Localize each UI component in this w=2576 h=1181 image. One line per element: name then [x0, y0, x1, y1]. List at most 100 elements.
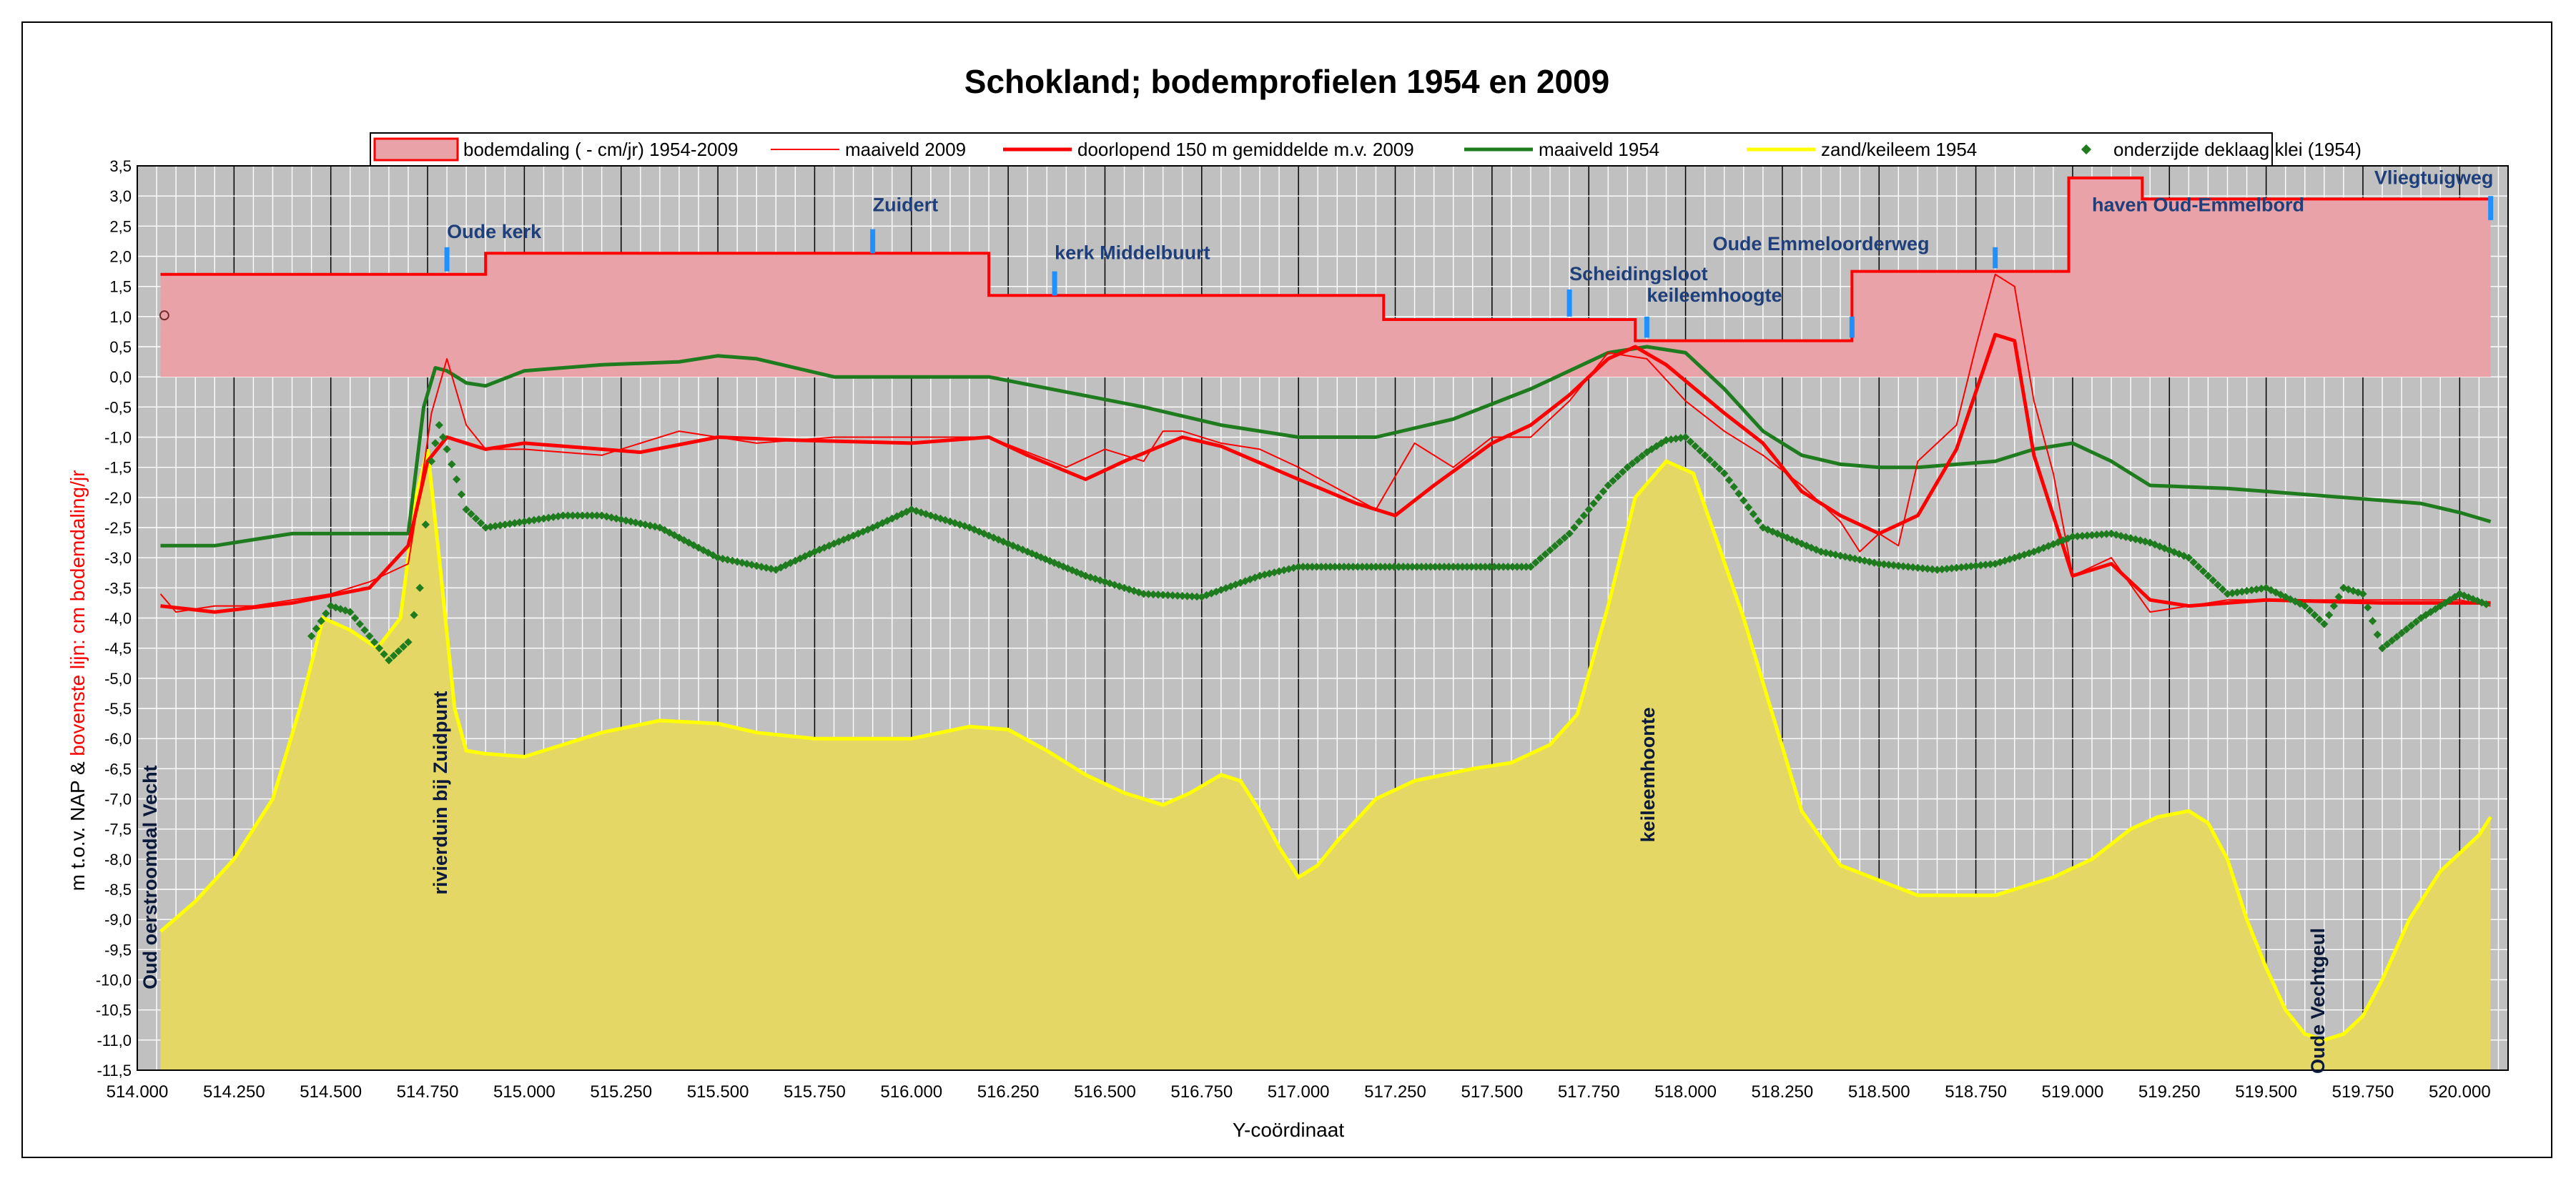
- klei-dot: [1326, 563, 1335, 571]
- vertical-label: keileemhoonte: [1637, 707, 1659, 842]
- x-tick-label: 517.250: [1364, 1082, 1426, 1102]
- klei-dot: [1294, 563, 1303, 571]
- klei-dot: [2383, 640, 2392, 649]
- y-tick-label: -10,0: [96, 972, 132, 989]
- annotation-label: haven Oud-Emmelbord: [2092, 194, 2304, 215]
- klei-dot: [2093, 530, 2101, 539]
- klei-dot: [1885, 560, 1893, 569]
- klei-dot: [1188, 592, 1196, 601]
- klei-dot: [1957, 563, 1965, 572]
- klei-dot: [1394, 563, 1403, 571]
- klei-dot: [2368, 617, 2377, 626]
- klei-dot: [530, 515, 538, 525]
- klei-dot: [491, 522, 500, 530]
- annotation-label: Scheidingsloot: [1569, 263, 1708, 285]
- x-axis-label: Y-coördinaat: [1233, 1119, 1344, 1141]
- klei-dot: [1353, 563, 1362, 571]
- klei-dot: [1163, 590, 1173, 600]
- klei-dot: [421, 520, 430, 529]
- klei-dot: [1463, 563, 1471, 571]
- klei-dot: [593, 511, 601, 520]
- klei-dot: [1677, 433, 1685, 443]
- klei-dot: [1928, 565, 1937, 573]
- klei-dot: [355, 620, 364, 628]
- klei-dot: [1691, 442, 1699, 450]
- x-tick-label: 515.250: [590, 1082, 652, 1102]
- klei-dot: [588, 511, 596, 520]
- klei-dot: [2257, 584, 2266, 593]
- x-tick-label: 518.250: [1752, 1082, 1814, 1102]
- klei-dot: [2088, 530, 2096, 540]
- klei-dot: [467, 510, 475, 518]
- klei-dot: [2209, 576, 2217, 585]
- klei-dot: [1594, 493, 1603, 502]
- klei-dot: [1321, 563, 1331, 571]
- y-axis-label-part-2: bovenste lijn: cm bodemdaling/jr: [66, 470, 89, 756]
- klei-dot: [1734, 489, 1743, 498]
- klei-dot: [1408, 563, 1417, 571]
- axes: 3,5 3,0 2,5 2,0 1,5 1,0 0,5 0,0 -0,5 -1,0 -1,5 -2,0…: [96, 157, 2509, 1102]
- legend-swatch: [373, 137, 459, 162]
- y-tick-label: -11,0: [97, 1032, 132, 1049]
- klei-dot: [415, 583, 424, 592]
- klei-dot: [1312, 563, 1321, 571]
- klei-dot: [1494, 563, 1504, 571]
- klei-dot: [1715, 465, 1724, 473]
- series-gemiddelde-2009: [160, 332, 2491, 614]
- y-tick-label: -4,5: [104, 640, 132, 658]
- x-tick-label: 516.500: [1074, 1082, 1136, 1102]
- klei-dot: [1729, 483, 1738, 491]
- klei-dot: [1894, 561, 1903, 570]
- klei-dot: [1449, 563, 1458, 571]
- y-tick-label: -9,5: [104, 941, 132, 959]
- klei-dot: [1371, 563, 1381, 571]
- x-tick-label: 518.750: [1945, 1082, 2007, 1102]
- series-maaiveld-2009: [159, 273, 2491, 613]
- klei-dot: [1541, 550, 1549, 559]
- klei-dot: [486, 523, 495, 531]
- y-tick-label: 1,5: [109, 278, 132, 296]
- legend-label: onderzijde deklaag klei (1954): [2113, 139, 2362, 160]
- klei-dot: [1880, 560, 1888, 568]
- series-maaiveld-1954: [160, 345, 2492, 548]
- klei-dot: [307, 632, 316, 641]
- klei-dot: [1426, 563, 1435, 571]
- klei-dot: [2073, 532, 2082, 540]
- klei-dot: [1637, 452, 1647, 460]
- klei-dot: [2194, 563, 2203, 571]
- klei-dot: [1508, 563, 1517, 571]
- y-tick-label: 2,0: [109, 248, 132, 266]
- plot-area: [137, 165, 2519, 1071]
- klei-dot: [1154, 590, 1163, 599]
- klei-dot: [1183, 592, 1192, 601]
- legend-label: bodemdaling ( - cm/jr) 1954-2009: [463, 139, 738, 160]
- y-tick-label: -11,5: [97, 1062, 132, 1079]
- klei-dot: [1431, 563, 1439, 571]
- y-tick-label: 3,5: [109, 157, 132, 175]
- klei-dot: [2247, 585, 2256, 595]
- klei-dot: [448, 460, 456, 469]
- klei-dot: [2199, 567, 2208, 575]
- x-tick-label: 514.500: [300, 1082, 362, 1102]
- klei-dot: [1481, 563, 1489, 571]
- klei-dot: [476, 519, 485, 528]
- klei-dot: [2223, 590, 2232, 598]
- klei-dot: [1173, 591, 1182, 600]
- klei-dot: [2078, 531, 2087, 540]
- klei-dot: [1421, 563, 1431, 571]
- x-tick-label: 518.000: [1654, 1082, 1717, 1102]
- klei-dot: [439, 433, 448, 442]
- annotation-marker: [1849, 316, 1855, 338]
- klei-dot: [360, 626, 369, 635]
- x-tick-label: 515.750: [784, 1082, 846, 1102]
- klei-dot: [1967, 562, 1975, 570]
- klei-dot: [1555, 538, 1564, 546]
- klei-dot: [2083, 531, 2091, 540]
- y-tick-label: -6,5: [104, 760, 132, 778]
- klei-dot: [1923, 564, 1932, 573]
- klei-dot: [539, 514, 548, 523]
- klei-dot: [578, 511, 587, 520]
- klei-dot: [2068, 532, 2077, 541]
- y-tick-label: -2,5: [104, 519, 132, 537]
- klei-dot: [1744, 503, 1753, 512]
